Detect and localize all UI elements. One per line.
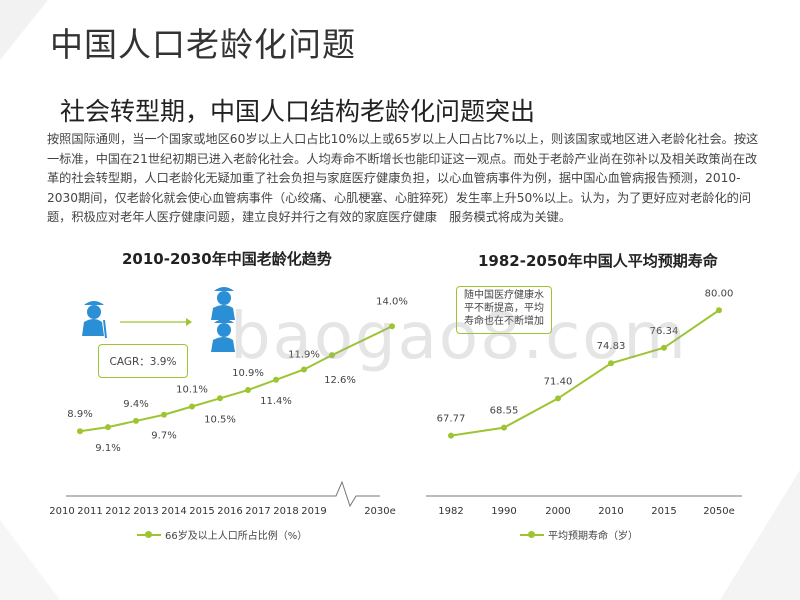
chart2-tick-label: 2050e [703, 506, 735, 517]
lifespan-annotation-box: 随中国医疗健康水平不断提高，平均寿命也在不断增加 [456, 286, 552, 334]
chart1-tick-label: 2017 [245, 506, 270, 517]
chart2-tick-label: 2015 [651, 506, 676, 517]
chart2-tick-label: 1982 [438, 506, 463, 517]
chart1-data-label: 14.0% [376, 296, 408, 307]
chart2-data-label: 80.00 [705, 288, 734, 299]
chart2-plot: 67.77 1982 68.55 1990 71.40 2000 74.83 2010 76.3… [426, 288, 742, 517]
chart2-data-label: 68.55 [490, 406, 519, 417]
chart2-point [716, 307, 722, 314]
chart1-point [189, 403, 195, 410]
chart1-data-label: 10.1% [176, 385, 208, 396]
chart2-tick-label: 2010 [598, 506, 623, 517]
chart1-data-label: 8.9% [67, 409, 92, 420]
chart2-data-label: 71.40 [544, 376, 573, 387]
chart2-legend: 平均预期寿命（岁） [520, 527, 638, 542]
chart1-tick-label: 2018 [273, 506, 298, 517]
chart1-data-label: 10.9% [232, 368, 264, 379]
cagr-annotation: CAGR：3.9% [109, 355, 177, 368]
chart1-data-label: 11.9% [288, 349, 320, 360]
chart2-data-label: 76.34 [650, 326, 679, 337]
chart2-point [555, 395, 561, 402]
chart1-legend-label: 66岁及以上人口所占比例（%） [165, 531, 308, 542]
chart2-point [448, 432, 454, 439]
chart1-point [105, 424, 111, 431]
legend-marker [520, 530, 544, 540]
chart1-point [389, 323, 395, 330]
chart1-tick-label: 2030e [364, 506, 396, 517]
page-title: 中国人口老龄化问题 [50, 25, 356, 64]
lifespan-annotation: 随中国医疗健康水平不断提高，平均寿命也在不断增加 [464, 290, 544, 327]
chart1-point [133, 417, 139, 424]
page-subtitle: 社会转型期，中国人口结构老龄化问题突出 [60, 97, 536, 126]
chart2-legend-label: 平均预期寿命（岁） [548, 531, 638, 542]
chart2-series-line [450, 309, 720, 437]
body-paragraph: 按照国际通则，当一个国家或地区60岁以上人口占比10%以上或65岁以上人口占比7… [47, 132, 759, 224]
chart1-tick-label: 2019 [301, 506, 326, 517]
chart1-plot: 8.9% 2010 9.1% 2011 9.4% 2012 9.7% 2013 10.1% 201… [49, 296, 408, 517]
chart1-point [245, 387, 251, 394]
chart1-data-label: 12.6% [324, 375, 356, 386]
chart2-data-label: 67.77 [437, 414, 466, 425]
chart2-tick-label: 2000 [545, 506, 570, 517]
chart1-tick-label: 2015 [189, 506, 214, 517]
chart1-point [329, 352, 335, 359]
chart1-point [217, 395, 223, 402]
chart1-data-label: 9.1% [95, 443, 120, 454]
legend-marker [137, 530, 161, 540]
chart1-data-label: 9.4% [123, 399, 148, 410]
watermark: baogao8.com [230, 300, 688, 374]
chart1-legend: 66岁及以上人口所占比例（%） [137, 527, 307, 542]
chart1-data-label: 10.5% [204, 414, 236, 425]
chart2-title: 1982-2050年中国人平均预期寿命 [478, 252, 718, 270]
chart1-title: 2010-2030年中国老龄化趋势 [122, 250, 332, 268]
chart1-tick-label: 2011 [77, 506, 102, 517]
chart2-point [501, 424, 507, 431]
arrow-icon [120, 318, 192, 326]
chart1-point [301, 366, 307, 373]
chart1-tick-label: 2016 [217, 506, 242, 517]
elderly-person-icon [82, 301, 107, 339]
chart1-point [161, 411, 167, 418]
chart1-point [273, 376, 279, 383]
chart1-tick-label: 2014 [161, 506, 186, 517]
chart1-tick-label: 2012 [105, 506, 130, 517]
chart2-tick-label: 1990 [491, 506, 516, 517]
chart2-point [608, 360, 614, 367]
elderly-group-icon [211, 287, 235, 352]
chart2-point [661, 344, 667, 351]
chart1-point [77, 428, 83, 435]
chart1-tick-label: 2010 [49, 506, 74, 517]
chart1-tick-label: 2013 [133, 506, 158, 517]
chart2-data-label: 74.83 [597, 341, 626, 352]
chart1-data-label: 11.4% [260, 396, 292, 407]
cagr-annotation-box: CAGR：3.9% [98, 344, 188, 378]
chart1-x-axis [66, 480, 380, 508]
chart1-data-label: 9.7% [151, 431, 176, 442]
